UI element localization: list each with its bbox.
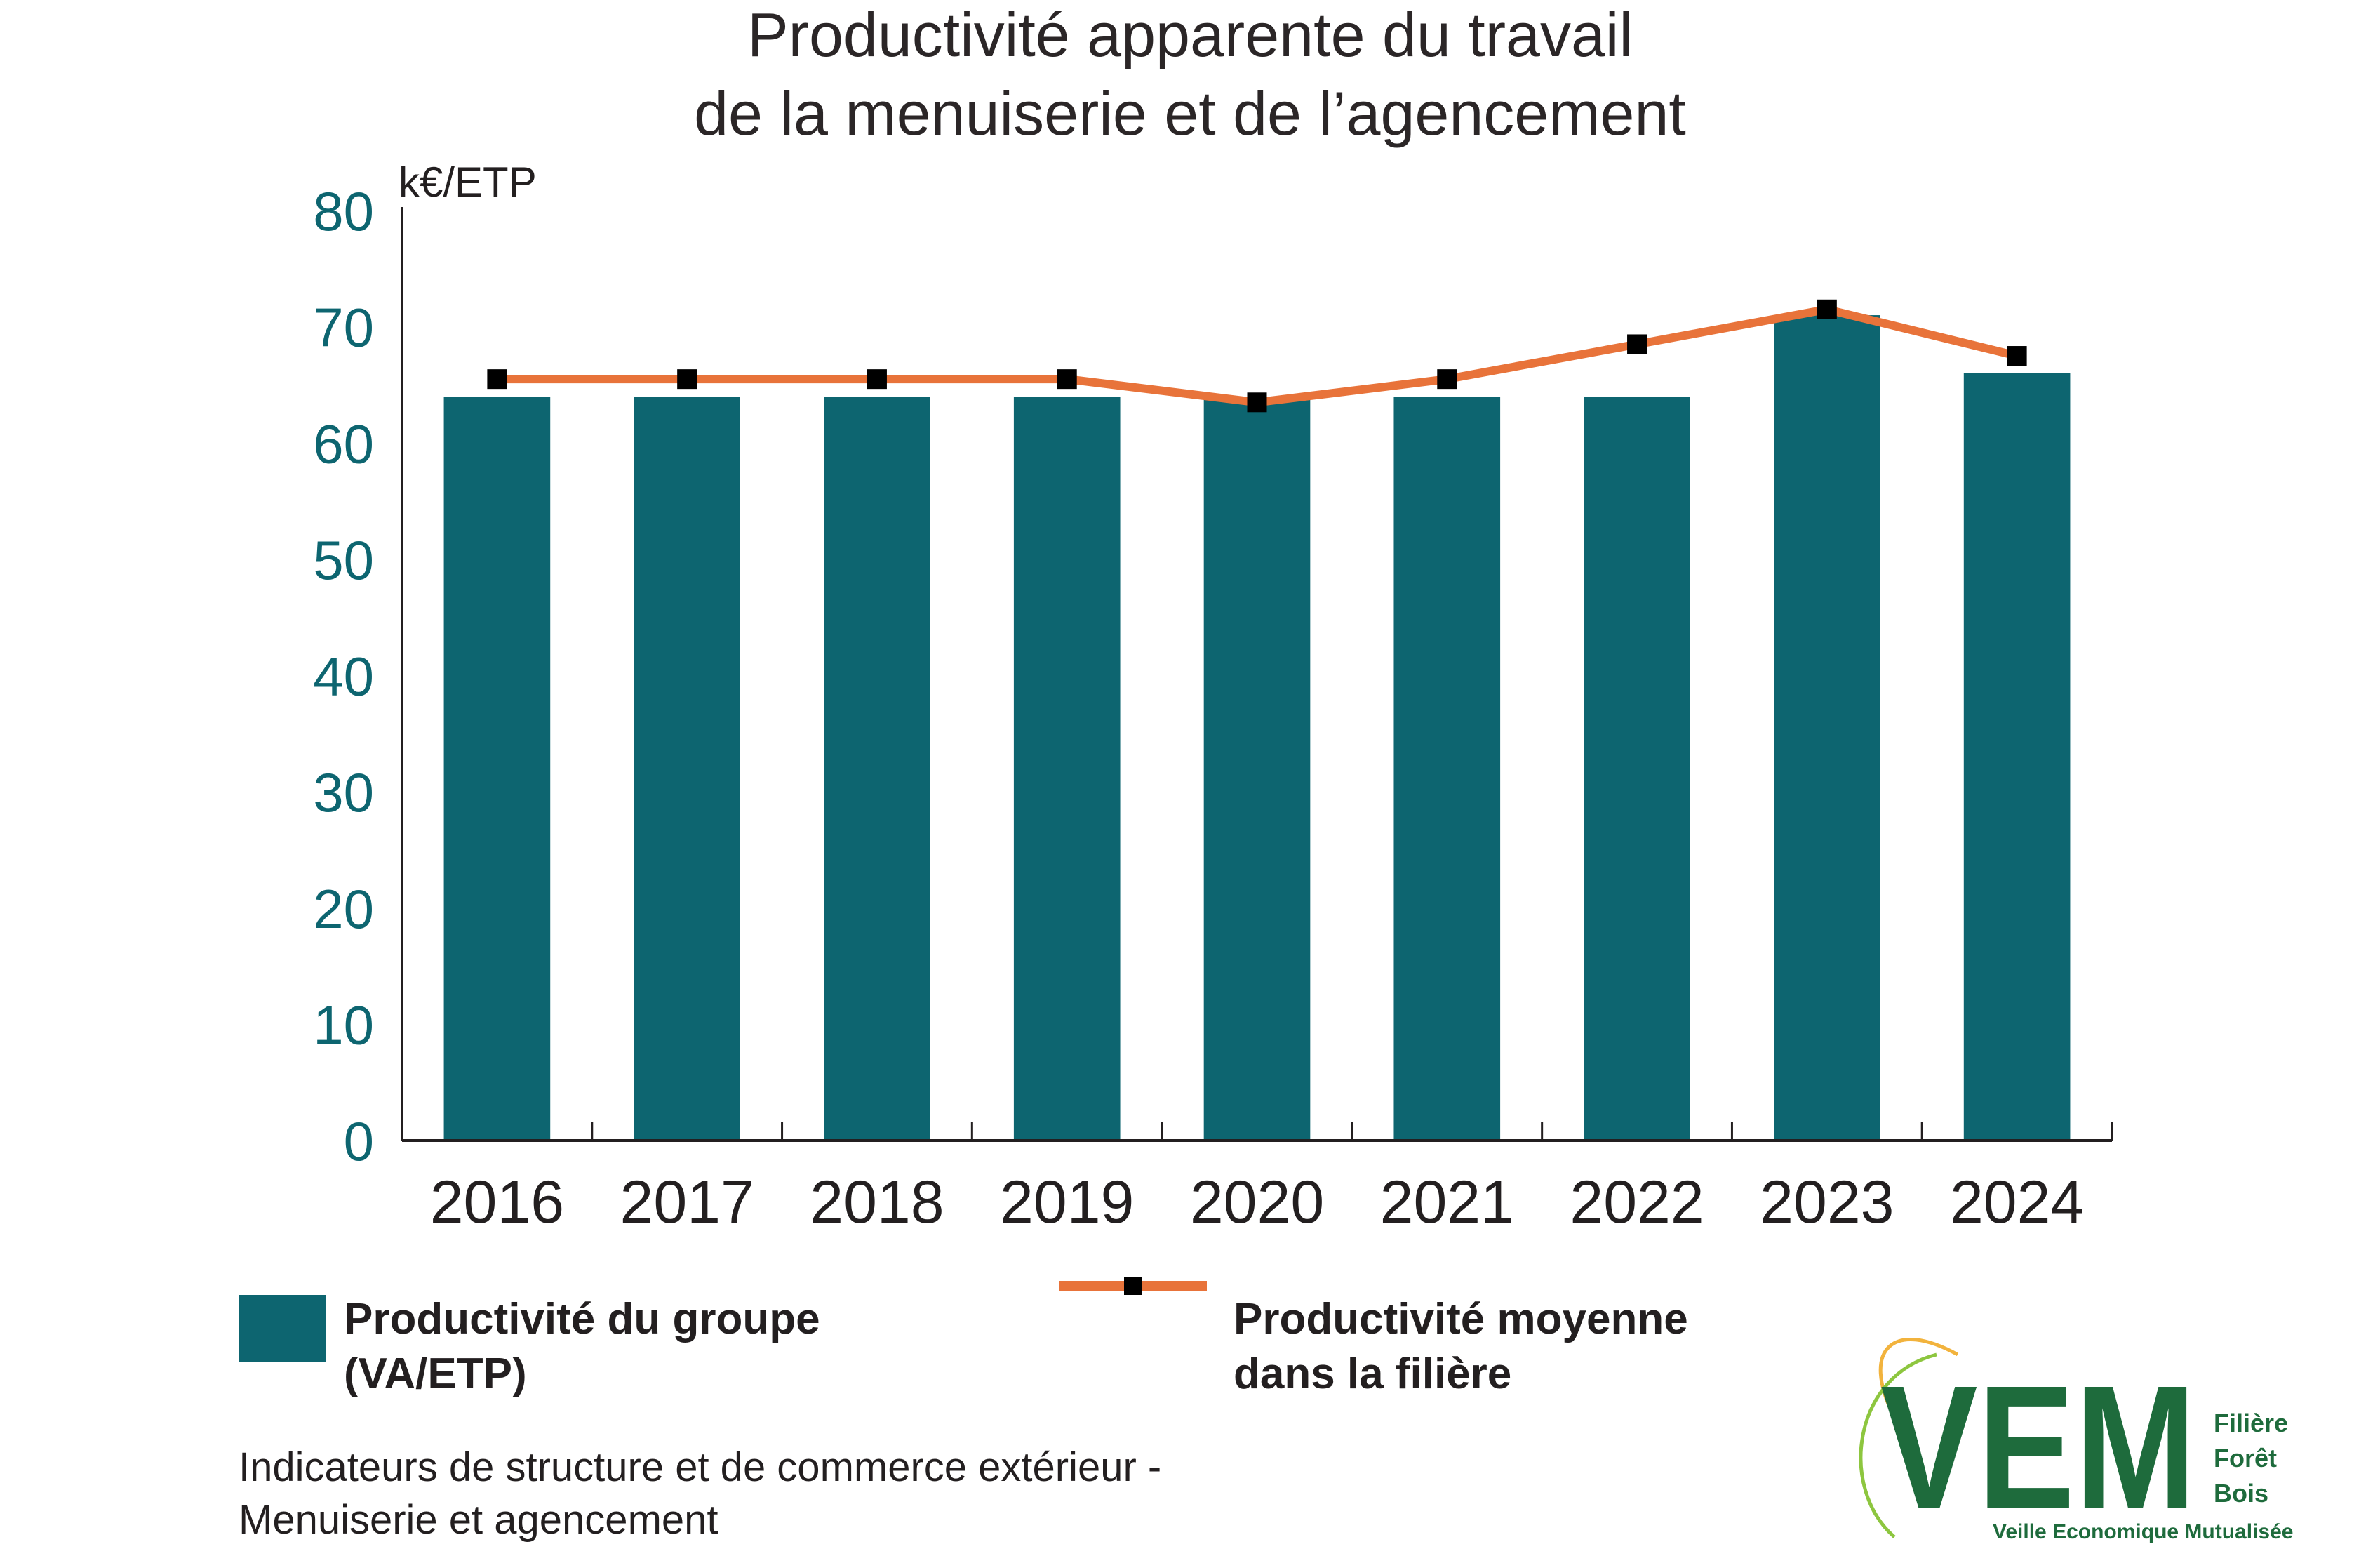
y-axis-unit-label: k€/ETP: [399, 159, 537, 206]
vem-logo: VEM Filière Forêt Bois Veille Economique…: [1859, 1337, 2293, 1545]
x-tick-label: 2019: [1000, 1169, 1134, 1236]
y-tick-label: 70: [313, 297, 374, 359]
bar-2017: [634, 397, 740, 1141]
legend-swatch-bar: [239, 1295, 326, 1362]
legend-label-line-line-1: Productivité moyenne: [1234, 1295, 1688, 1343]
x-tick-label: 2022: [1570, 1169, 1704, 1236]
y-tick-label: 40: [313, 646, 374, 707]
logo-mark: VEM: [1880, 1349, 2196, 1545]
line-series: [487, 299, 2027, 413]
chart-title-line-2: de la menuiserie et de l’agencement: [694, 79, 1686, 148]
bar-2023: [1774, 315, 1880, 1141]
line-point-2020: [1247, 392, 1267, 413]
source-line-1: Indicateurs de structure et de commerce …: [239, 1444, 1161, 1490]
bar-2024: [1963, 373, 2071, 1141]
x-tick-label: 2018: [810, 1169, 944, 1236]
line-point-2023: [1817, 299, 1837, 319]
chart-title-line-1: Productivité apparente du travail: [747, 0, 1633, 69]
bar-2021: [1393, 397, 1501, 1141]
line-point-2024: [2007, 346, 2027, 366]
x-tick-label: 2024: [1950, 1169, 2084, 1236]
line-point-2022: [1627, 334, 1647, 354]
bar-2020: [1203, 397, 1311, 1141]
line-point-2016: [487, 369, 507, 390]
y-tick-label: 20: [313, 878, 374, 940]
x-tick-label: 2021: [1380, 1169, 1514, 1236]
bar-2019: [1013, 397, 1121, 1141]
x-tick-label: 2016: [430, 1169, 564, 1236]
line-point-2018: [867, 369, 887, 390]
legend-label-line-line-2: dans la filière: [1234, 1350, 1511, 1398]
line-point-2019: [1057, 369, 1077, 390]
source-line-2: Menuiserie et agencement: [239, 1497, 718, 1543]
bar-2022: [1584, 397, 1690, 1141]
x-tick-label: 2020: [1190, 1169, 1324, 1236]
legend-label-bar-line-2: (VA/ETP): [344, 1350, 527, 1398]
logo-word-filiere: Filière: [2214, 1409, 2288, 1437]
logo-word-foret: Forêt: [2214, 1444, 2277, 1472]
bar-2018: [824, 397, 930, 1141]
legend: Productivité du groupe (VA/ETP) Producti…: [239, 1277, 1688, 1398]
bar-series: [443, 315, 2071, 1141]
legend-label-bar-line-1: Productivité du groupe: [344, 1295, 820, 1343]
y-tick-label: 10: [313, 994, 374, 1056]
x-tick-label: 2023: [1760, 1169, 1894, 1236]
x-tick-label: 2017: [620, 1169, 754, 1236]
legend-swatch-marker: [1124, 1277, 1142, 1295]
line-point-2021: [1437, 369, 1457, 390]
line-point-2017: [677, 369, 697, 390]
logo-tagline: Veille Economique Mutualisée: [1993, 1520, 2293, 1543]
y-tick-label: 30: [313, 762, 374, 823]
y-axis-ticks: 0 10 20 30 40 50 60 70 80: [313, 180, 374, 1172]
axes: [401, 207, 2113, 1142]
bar-2016: [443, 397, 551, 1141]
logo-arc-green: [1859, 1352, 1937, 1538]
logo-arc-orange: [1878, 1337, 1959, 1419]
y-tick-label: 60: [313, 413, 374, 474]
x-axis-ticks: 2016 2017 2018 2019 2020 2021 2022 2023 2024: [430, 1169, 2085, 1236]
logo-word-bois: Bois: [2214, 1479, 2268, 1508]
y-tick-label: 80: [313, 180, 374, 242]
y-tick-label: 50: [313, 529, 374, 591]
y-tick-label: 0: [344, 1110, 374, 1172]
